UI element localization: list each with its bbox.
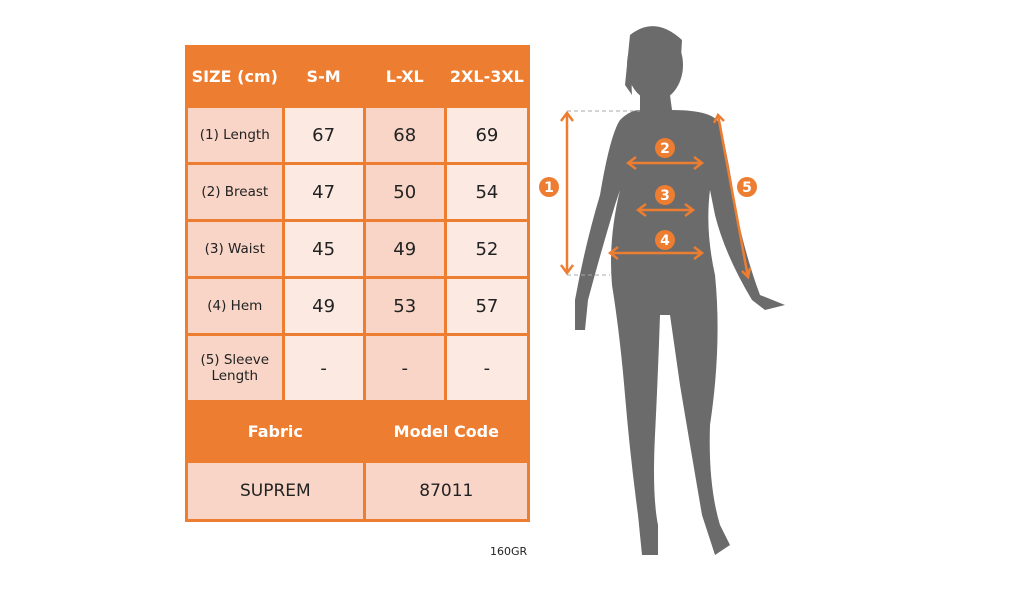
row-label: (1) Length: [185, 105, 285, 165]
fabric-weight: 160GR: [490, 545, 528, 558]
size-chart-table: SIZE (cm) S-M L-XL 2XL-3XL (1) Length 67 6…: [185, 45, 531, 522]
header-row: SIZE (cm) S-M L-XL 2XL-3XL: [185, 45, 531, 108]
table-row: (4) Hem 49 53 57: [185, 276, 531, 336]
cell: -: [443, 333, 531, 403]
cell: -: [362, 333, 447, 403]
cell: 49: [362, 219, 447, 279]
marker-1: [539, 177, 559, 197]
row-label: (5) Sleeve Length: [185, 333, 285, 403]
marker-4-label: 4: [660, 233, 670, 249]
cell: 53: [362, 276, 447, 336]
header-size: SIZE (cm): [185, 45, 285, 108]
cell: 49: [281, 276, 366, 336]
header-l-xl: L-XL: [362, 45, 447, 108]
marker-2: [655, 138, 675, 158]
cell: 47: [281, 162, 366, 222]
table-row: (3) Waist 45 49 52: [185, 219, 531, 279]
marker-3: [655, 185, 675, 205]
cell: 68: [362, 105, 447, 165]
body-silhouette: 1 2 3 4 5: [539, 26, 785, 555]
cell: 50: [362, 162, 447, 222]
table-row: (1) Length 67 68 69: [185, 105, 531, 165]
row-label: (2) Breast: [185, 162, 285, 222]
fabric-row: SUPREM 87011: [185, 460, 531, 522]
marker-badges: 1 2 3 4 5: [539, 138, 757, 250]
model-code-value: 87011: [362, 460, 531, 522]
cell: 69: [443, 105, 531, 165]
header-s-m: S-M: [281, 45, 366, 108]
silhouette-shape: [575, 26, 785, 555]
marker-5: [737, 177, 757, 197]
cell: 57: [443, 276, 531, 336]
cell: -: [281, 333, 366, 403]
measurement-arrows: [560, 110, 752, 280]
table-row: (5) Sleeve Length - - -: [185, 333, 531, 403]
guide-lines: [567, 110, 640, 276]
marker-5-label: 5: [742, 180, 752, 196]
header-2xl-3xl: 2XL-3XL: [443, 45, 531, 108]
marker-2-label: 2: [660, 141, 670, 157]
fabric-value: SUPREM: [185, 460, 366, 522]
marker-3-label: 3: [660, 188, 670, 204]
fabric-header-row: Fabric Model Code: [185, 400, 531, 463]
model-code-label: Model Code: [362, 400, 531, 463]
row-label: (4) Hem: [185, 276, 285, 336]
marker-4: [655, 230, 675, 250]
row-label: (3) Waist: [185, 219, 285, 279]
cell: 45: [281, 219, 366, 279]
cell: 52: [443, 219, 531, 279]
cell: 67: [281, 105, 366, 165]
fabric-label: Fabric: [185, 400, 366, 463]
cell: 54: [443, 162, 531, 222]
table-row: (2) Breast 47 50 54: [185, 162, 531, 222]
marker-1-label: 1: [544, 180, 554, 196]
